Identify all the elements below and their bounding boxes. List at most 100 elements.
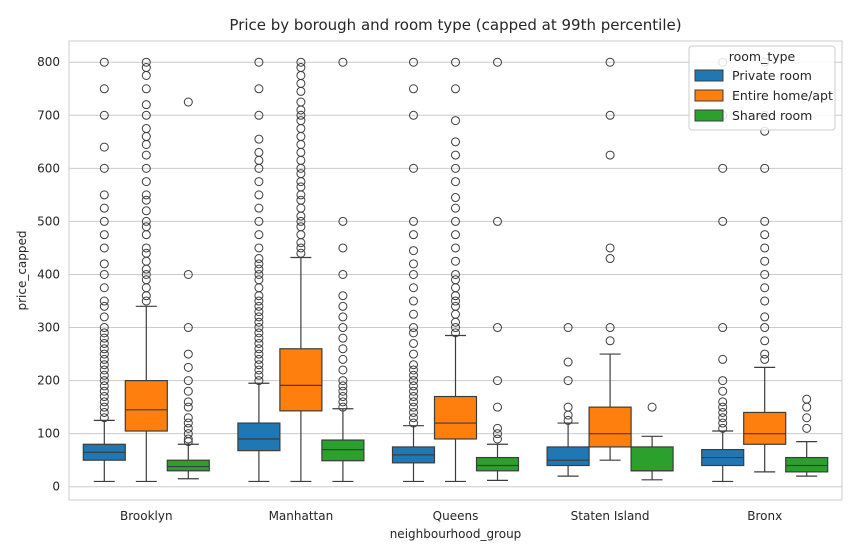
outlier-point	[338, 344, 348, 354]
outlier-point	[99, 386, 109, 396]
outlier-point	[254, 354, 264, 364]
outlier-point	[409, 407, 418, 417]
outlier-point	[451, 84, 460, 94]
y-axis-label: price_capped	[15, 230, 29, 310]
outlier-point	[141, 190, 151, 200]
outlier-point	[647, 402, 657, 412]
iqr-box	[166, 459, 210, 472]
outlier-point	[409, 323, 418, 333]
outlier-point	[254, 328, 264, 338]
outlier-point	[296, 216, 306, 226]
outlier-point	[99, 110, 109, 120]
outlier-point	[183, 269, 193, 279]
outlier-point	[451, 296, 460, 306]
legend-title: room_type	[729, 49, 796, 64]
y-tick-label: 800	[37, 55, 60, 69]
outlier-point	[718, 413, 728, 423]
box-staten-island-shared-room	[630, 402, 674, 481]
iqr-box	[237, 422, 281, 452]
outlier-point	[141, 57, 151, 67]
outlier-point	[99, 344, 109, 354]
outlier-point	[409, 413, 418, 423]
outlier-point	[409, 376, 418, 386]
outlier-point	[451, 243, 460, 253]
outlier-point	[493, 434, 502, 444]
outlier-point	[141, 216, 151, 226]
outlier-point	[141, 269, 151, 279]
outlier-point	[563, 415, 573, 425]
plot-frame	[68, 40, 843, 501]
outlier-point	[254, 243, 264, 253]
box-brooklyn-private-room	[82, 57, 126, 483]
outlier-point	[99, 376, 109, 386]
legend-label: Private room	[732, 68, 812, 83]
outlier-point	[451, 269, 460, 279]
outlier-point	[254, 275, 264, 285]
outlier-point	[254, 349, 264, 359]
outlier-point	[99, 312, 109, 322]
outlier-point	[718, 423, 728, 433]
outlier-point	[254, 338, 264, 348]
outlier-point	[760, 283, 770, 293]
outlier-point	[451, 177, 460, 187]
legend-swatch	[694, 69, 724, 82]
iqr-box	[321, 439, 365, 462]
box-manhattan-entire-home-apt	[279, 57, 323, 483]
outlier-point	[338, 397, 348, 407]
outlier-point	[254, 147, 264, 157]
chart-title: Price by borough and room type (capped a…	[229, 16, 681, 34]
outlier-point	[254, 376, 264, 386]
outlier-point	[409, 328, 418, 338]
outlier-point	[760, 354, 770, 364]
outlier-point	[183, 434, 193, 444]
outlier-point	[409, 349, 418, 359]
outlier-point	[254, 344, 264, 354]
outlier-point	[99, 392, 109, 402]
outlier-point	[141, 177, 151, 187]
legend-item-private-room: Private room	[694, 68, 812, 83]
outlier-point	[760, 323, 770, 333]
outlier-point	[296, 110, 306, 120]
outlier-point	[338, 365, 348, 375]
outlier-point	[409, 386, 418, 396]
box-manhattan-private-room	[237, 57, 281, 483]
legend-item-shared-room: Shared room	[694, 108, 812, 123]
outlier-point	[338, 312, 348, 322]
outlier-point	[338, 354, 348, 364]
outlier-point	[254, 230, 264, 240]
outlier-point	[296, 116, 306, 126]
outlier-point	[760, 216, 770, 226]
outlier-point	[254, 259, 264, 269]
outlier-point	[760, 336, 770, 346]
y-tick-label: 700	[37, 108, 60, 122]
outlier-point	[296, 182, 306, 192]
outlier-point	[760, 243, 770, 253]
iqr-box	[124, 380, 168, 432]
outlier-point	[99, 203, 109, 213]
iqr-box	[743, 411, 787, 445]
legend-frame	[688, 45, 836, 131]
outlier-point	[802, 394, 812, 404]
outlier-point	[718, 323, 728, 333]
outlier-point	[99, 84, 109, 94]
outlier-point	[409, 397, 418, 407]
outlier-point	[760, 296, 770, 306]
outlier-point	[409, 365, 418, 375]
outlier-point	[605, 110, 615, 120]
outlier-point	[141, 63, 151, 73]
outlier-point	[493, 376, 502, 386]
x-tick-label-queens: Queens	[433, 509, 479, 523]
outlier-point	[254, 312, 264, 322]
y-tick-labels: 0 100 200 300 400 500 600 700 800	[37, 55, 60, 494]
outlier-point	[409, 269, 418, 279]
outlier-point	[296, 243, 306, 253]
legend-swatch	[694, 109, 724, 122]
iqr-box	[433, 395, 478, 440]
outlier-point	[760, 269, 770, 279]
outlier-point	[254, 264, 264, 274]
outlier-point	[493, 429, 502, 439]
outlier-point	[99, 216, 109, 226]
outlier-point	[409, 360, 418, 370]
outlier-point	[99, 413, 109, 423]
outlier-point	[718, 163, 728, 173]
